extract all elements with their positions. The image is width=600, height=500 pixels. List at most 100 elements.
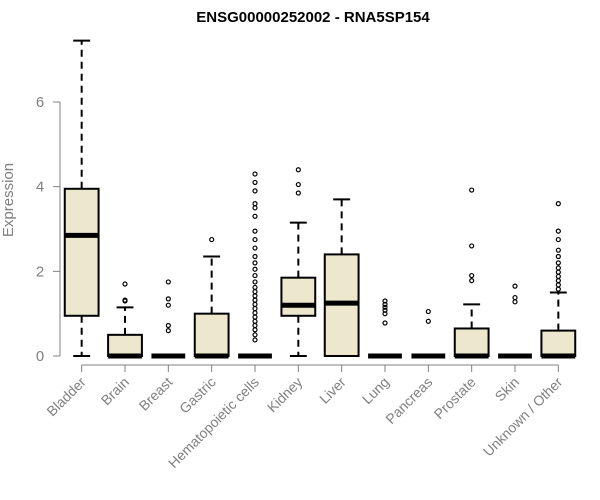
outlier-point xyxy=(555,236,561,243)
x-tick-label: Breast xyxy=(136,374,176,414)
outlier-point xyxy=(252,279,258,285)
outlier-point xyxy=(469,272,475,279)
outlier-point xyxy=(252,171,258,177)
outlier-point xyxy=(555,228,561,234)
outlier-point xyxy=(425,318,431,324)
x-tick-label: Lung xyxy=(359,374,392,407)
outlier-point xyxy=(252,272,258,279)
box-iqr xyxy=(193,312,230,357)
outlier-point xyxy=(165,302,171,308)
outlier-point xyxy=(252,253,258,260)
y-axis-label: Expression xyxy=(0,163,17,237)
outlier-point xyxy=(555,201,561,207)
outlier-point xyxy=(382,307,388,313)
outlier-point xyxy=(382,320,388,326)
box-lung xyxy=(368,298,402,359)
outlier-point xyxy=(382,298,388,304)
box-liver xyxy=(323,198,360,357)
box-bladder xyxy=(63,39,100,357)
x-tick-label: Pancreas xyxy=(382,374,435,427)
outlier-point xyxy=(555,282,561,288)
outlier-point xyxy=(382,301,388,307)
outlier-point xyxy=(555,286,561,292)
box-unknown-other xyxy=(540,201,577,359)
outlier-point xyxy=(555,273,561,280)
outlier-point xyxy=(555,278,561,284)
outlier-point xyxy=(512,299,518,305)
x-tick-label: Skin xyxy=(492,374,523,405)
box-iqr xyxy=(540,329,577,358)
outlier-point xyxy=(252,327,258,333)
box-pancreas xyxy=(411,308,446,359)
box-iqr xyxy=(107,333,143,358)
outlier-point xyxy=(252,332,258,338)
outlier-point xyxy=(252,260,258,266)
y-axis: 0 2 4 6 xyxy=(36,94,61,365)
outlier-point xyxy=(425,308,431,315)
box-iqr xyxy=(63,187,100,317)
box-iqr xyxy=(280,276,317,317)
outlier-point xyxy=(252,310,258,316)
outlier-point xyxy=(469,187,475,193)
outlier-point xyxy=(295,190,301,196)
outlier-point xyxy=(252,293,258,299)
outlier-point xyxy=(252,236,258,243)
outlier-point xyxy=(252,245,258,251)
box-iqr xyxy=(453,327,490,358)
outlier-point xyxy=(252,337,258,343)
outlier-point xyxy=(252,318,258,324)
outlier-point xyxy=(252,201,258,207)
outlier-point xyxy=(295,167,301,173)
outlier-point xyxy=(165,296,171,302)
box-breast xyxy=(151,279,186,359)
outlier-point xyxy=(252,188,258,194)
y-tick-label: 2 xyxy=(36,263,44,280)
box-skin xyxy=(498,283,532,359)
box-brain xyxy=(107,281,143,359)
x-tick-label: Prostate xyxy=(431,374,479,422)
outlier-point xyxy=(122,297,128,303)
box-prostate xyxy=(453,187,490,359)
outlier-point xyxy=(252,213,258,219)
outlier-point xyxy=(252,301,258,307)
x-tick-label: Gastric xyxy=(176,374,219,417)
outlier-point xyxy=(252,205,258,211)
outlier-point xyxy=(252,314,258,320)
outlier-point xyxy=(555,269,561,275)
x-tick-label: Liver xyxy=(316,374,349,407)
x-tick-label: Kidney xyxy=(264,374,306,416)
outlier-point xyxy=(512,283,518,289)
box-kidney xyxy=(280,167,317,357)
outlier-point xyxy=(512,294,518,301)
x-tick-label: Bladder xyxy=(43,374,89,420)
outlier-point xyxy=(382,304,388,310)
outlier-point xyxy=(382,311,388,317)
outlier-point xyxy=(165,322,171,329)
x-tick-label: Brain xyxy=(98,374,132,408)
box-gastric xyxy=(193,236,230,359)
outlier-point xyxy=(252,179,258,186)
outlier-point xyxy=(555,247,561,253)
outlier-point xyxy=(252,305,258,312)
outlier-point xyxy=(555,260,561,266)
outlier-point xyxy=(122,281,128,287)
boxes-group xyxy=(63,39,577,359)
outlier-point xyxy=(252,322,258,329)
y-tick-label: 4 xyxy=(36,179,44,196)
outlier-point xyxy=(555,253,561,260)
outlier-point xyxy=(165,328,171,334)
outlier-point xyxy=(469,243,475,249)
outlier-point xyxy=(252,228,258,234)
box-hematopoietic-cells xyxy=(238,171,272,359)
outlier-point xyxy=(252,284,258,291)
outlier-point xyxy=(555,265,561,271)
outlier-point xyxy=(165,279,171,285)
outlier-point xyxy=(252,289,258,295)
outlier-point xyxy=(209,236,215,243)
y-tick-label: 6 xyxy=(36,94,44,111)
outlier-point xyxy=(295,181,301,188)
outlier-point xyxy=(252,266,258,272)
y-tick-label: 0 xyxy=(36,348,44,365)
